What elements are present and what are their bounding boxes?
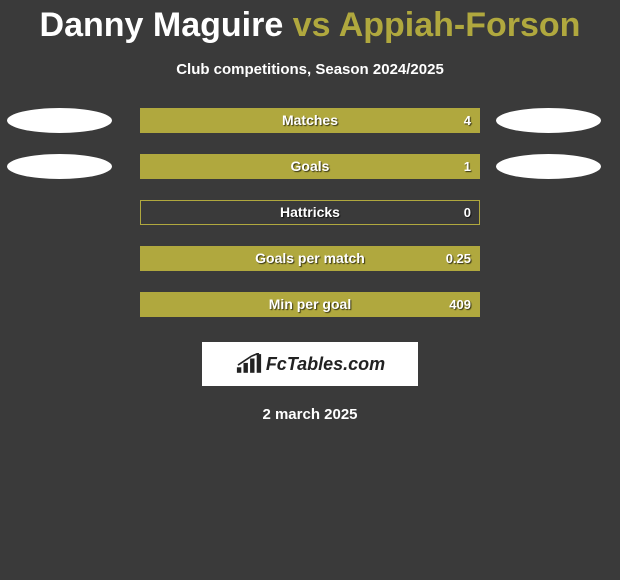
- stat-value: 1: [464, 155, 471, 178]
- stat-bar: Hattricks0: [140, 200, 480, 225]
- stat-value: 0: [464, 201, 471, 224]
- stat-label: Goals: [141, 155, 479, 178]
- right-ellipse: [496, 108, 601, 133]
- stat-value: 0.25: [446, 247, 471, 270]
- stat-bar: Matches4: [140, 108, 480, 133]
- stat-value: 4: [464, 109, 471, 132]
- player1-name: Danny Maguire: [40, 6, 284, 44]
- stat-row: Matches4: [0, 108, 620, 133]
- stat-bar: Goals1: [140, 154, 480, 179]
- left-ellipse: [7, 108, 112, 133]
- stat-label: Goals per match: [141, 247, 479, 270]
- stat-label: Hattricks: [141, 201, 479, 224]
- stat-label: Min per goal: [141, 293, 479, 316]
- stats-rows: Matches4Goals1Hattricks0Goals per match0…: [0, 108, 620, 317]
- stat-value: 409: [449, 293, 471, 316]
- vs-label: vs: [293, 6, 331, 44]
- date-label: 2 march 2025: [0, 406, 620, 423]
- chart-icon: [235, 353, 263, 375]
- logo-box: FcTables.com: [202, 342, 418, 386]
- subtitle: Club competitions, Season 2024/2025: [0, 61, 620, 78]
- left-ellipse: [7, 154, 112, 179]
- logo-text: FcTables.com: [266, 354, 385, 375]
- player2-name: Appiah-Forson: [339, 6, 581, 44]
- right-ellipse: [496, 154, 601, 179]
- stat-bar: Goals per match0.25: [140, 246, 480, 271]
- stat-row: Min per goal409: [0, 292, 620, 317]
- stat-row: Goals1: [0, 154, 620, 179]
- stat-row: Hattricks0: [0, 200, 620, 225]
- stat-bar: Min per goal409: [140, 292, 480, 317]
- stat-label: Matches: [141, 109, 479, 132]
- comparison-title: Danny Maguire vs Appiah-Forson: [0, 0, 620, 49]
- stat-row: Goals per match0.25: [0, 246, 620, 271]
